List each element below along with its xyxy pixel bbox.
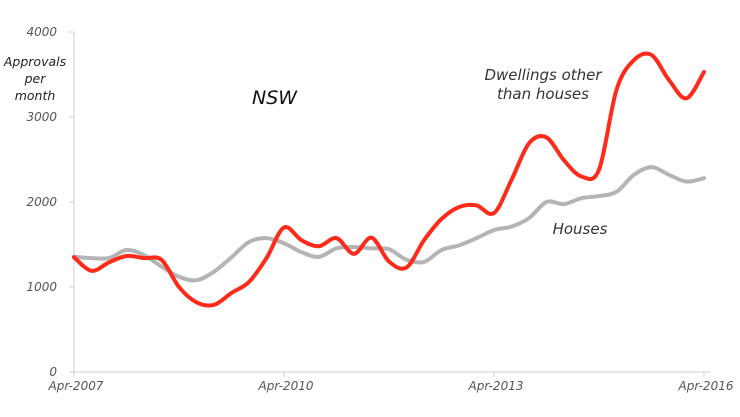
series-lines [72, 51, 706, 308]
x-tick-label: Apr-2016 [678, 379, 734, 393]
y-tick-label: 1000 [26, 280, 57, 294]
y-tick-label: 0 [49, 365, 57, 379]
series-line-dwellings-other-than-houses [72, 51, 706, 308]
y-tick-label: 3000 [26, 110, 57, 124]
y-axis-label-line-1: Approvals [3, 54, 67, 69]
x-tick-label: Apr-2007 [48, 379, 104, 393]
y-tick-label: 2000 [26, 195, 57, 209]
y-axis-label-line-3: month [15, 88, 56, 103]
series-label-houses: Houses [553, 220, 608, 238]
axes: 0 1000 2000 3000 4000 Apr-2007 Apr-2010 Apr-201… [26, 25, 733, 393]
chart-title: NSW [252, 87, 298, 109]
y-axis-label-line-2: per [24, 71, 47, 86]
series-label-dwellings-line-1: Dwellings other [484, 66, 602, 84]
y-tick-label: 4000 [26, 25, 57, 39]
x-tick-label: Apr-2010 [258, 379, 314, 393]
series-line-houses [72, 165, 706, 283]
series-label-dwellings-line-2: than houses [497, 85, 589, 103]
x-tick-label: Apr-2013 [468, 379, 524, 393]
